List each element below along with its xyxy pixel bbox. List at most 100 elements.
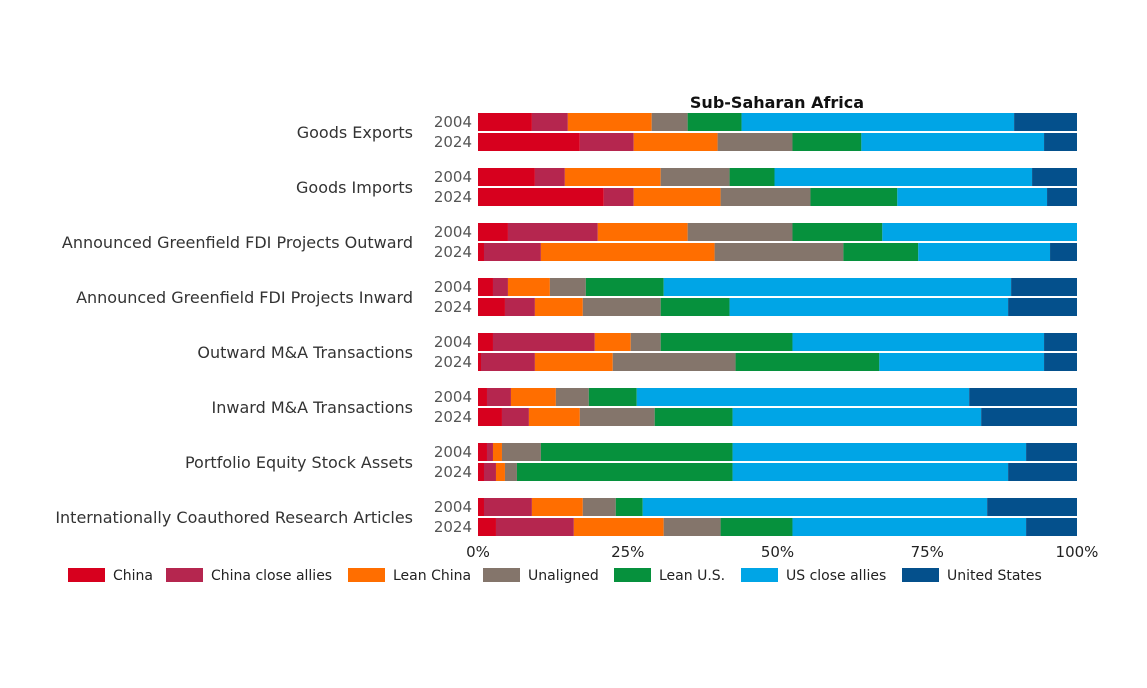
- bar-segment-goods-imports-2004-china-close-allies: [534, 168, 565, 186]
- bar-segment-portfolio-equity-stock-assets-2004-lean-u-s: [540, 443, 733, 461]
- category-label-announced-greenfield-fdi-projects-outward: Announced Greenfield FDI Projects Outwar…: [62, 233, 413, 252]
- bar-segment-announced-greenfield-fdi-projects-inward-2004-us-close-allies: [663, 278, 1012, 296]
- legend-swatch-lean-china: [348, 568, 385, 582]
- year-label-announced-greenfield-fdi-projects-outward-2024: 2024: [434, 243, 472, 261]
- bar-segment-announced-greenfield-fdi-projects-inward-2024-lean-u-s: [660, 298, 730, 316]
- bar-segment-outward-manda-transactions-2004-united-states: [1044, 333, 1077, 351]
- category-label-outward-manda-transactions: Outward M&A Transactions: [197, 343, 413, 362]
- bar-segment-inward-manda-transactions-2024-us-close-allies: [732, 408, 982, 426]
- x-tick-label: 25%: [611, 543, 644, 561]
- bar-segment-portfolio-equity-stock-assets-2004-us-close-allies: [732, 443, 1027, 461]
- year-label-internationally-coauthored-research-articles-2004: 2004: [434, 498, 472, 516]
- bar-segment-outward-manda-transactions-2004-unaligned: [630, 333, 661, 351]
- bar-segment-portfolio-equity-stock-assets-2024-china-close-allies: [483, 463, 496, 481]
- bar-segment-goods-imports-2004-lean-china: [564, 168, 661, 186]
- bar-segment-portfolio-equity-stock-assets-2004-china: [478, 443, 487, 461]
- bar-segment-outward-manda-transactions-2024-united-states: [1044, 353, 1077, 371]
- bar-segment-outward-manda-transactions-2004-lean-u-s: [660, 333, 793, 351]
- bar-segment-announced-greenfield-fdi-projects-inward-2004-china-close-allies: [492, 278, 508, 296]
- bar-segment-goods-exports-2024-china-close-allies: [579, 133, 634, 151]
- bar-segment-announced-greenfield-fdi-projects-outward-2004-unaligned: [687, 223, 793, 241]
- bar-segment-internationally-coauthored-research-articles-2004-us-close-allies: [642, 498, 988, 516]
- legend-swatch-unaligned: [483, 568, 520, 582]
- year-label-announced-greenfield-fdi-projects-outward-2004: 2004: [434, 223, 472, 241]
- legend-label-china: China: [113, 568, 153, 584]
- year-label-inward-manda-transactions-2004: 2004: [434, 388, 472, 406]
- bar-segment-goods-imports-2024-unaligned: [720, 188, 811, 206]
- bar-segment-goods-exports-2024-unaligned: [717, 133, 793, 151]
- bar-segment-inward-manda-transactions-2024-lean-china: [528, 408, 580, 426]
- bar-segment-portfolio-equity-stock-assets-2024-china: [478, 463, 484, 481]
- legend-swatch-china-close-allies: [166, 568, 203, 582]
- bar-segment-announced-greenfield-fdi-projects-inward-2004-united-states: [1011, 278, 1077, 296]
- category-label-inward-manda-transactions: Inward M&A Transactions: [212, 398, 413, 417]
- x-axis: 0% 25% 50% 75% 100%: [466, 543, 1098, 561]
- legend-swatch-united-states: [902, 568, 939, 582]
- year-label-internationally-coauthored-research-articles-2024: 2024: [434, 518, 472, 536]
- legend-swatch-lean-u-s: [614, 568, 651, 582]
- bar-segment-announced-greenfield-fdi-projects-outward-2004-us-close-allies: [882, 223, 1077, 241]
- bar-segment-announced-greenfield-fdi-projects-inward-2024-china-close-allies: [504, 298, 535, 316]
- bar-segment-inward-manda-transactions-2004-united-states: [969, 388, 1077, 406]
- bar-segment-inward-manda-transactions-2004-lean-china: [510, 388, 556, 406]
- bar-segment-outward-manda-transactions-2024-china-close-allies: [480, 353, 535, 371]
- bar-segment-goods-exports-2004-us-close-allies: [741, 113, 1015, 131]
- bar-segment-goods-exports-2004-unaligned: [651, 113, 688, 131]
- bar-segment-internationally-coauthored-research-articles-2024-unaligned: [663, 518, 721, 536]
- bar-segment-goods-exports-2024-lean-china: [633, 133, 718, 151]
- bar-segment-portfolio-equity-stock-assets-2024-us-close-allies: [732, 463, 1009, 481]
- bar-segment-outward-manda-transactions-2024-china: [478, 353, 481, 371]
- bar-segment-portfolio-equity-stock-assets-2004-china-close-allies: [486, 443, 493, 461]
- bar-segment-announced-greenfield-fdi-projects-outward-2024-unaligned: [714, 243, 844, 261]
- bar-segment-goods-imports-2024-united-states: [1047, 188, 1077, 206]
- bar-segment-announced-greenfield-fdi-projects-inward-2024-united-states: [1008, 298, 1077, 316]
- bar-segment-announced-greenfield-fdi-projects-outward-2024-lean-u-s: [843, 243, 919, 261]
- year-label-portfolio-equity-stock-assets-2004: 2004: [434, 443, 472, 461]
- bar-segment-internationally-coauthored-research-articles-2004-united-states: [987, 498, 1077, 516]
- bar-segment-announced-greenfield-fdi-projects-inward-2024-china: [478, 298, 505, 316]
- chart-title: Sub-Saharan Africa: [690, 93, 864, 112]
- bar-segment-goods-exports-2004-united-states: [1014, 113, 1077, 131]
- bar-segment-portfolio-equity-stock-assets-2004-united-states: [1026, 443, 1077, 461]
- year-label-goods-exports-2004: 2004: [434, 113, 472, 131]
- category-label-announced-greenfield-fdi-projects-inward: Announced Greenfield FDI Projects Inward: [76, 288, 413, 307]
- bar-segment-inward-manda-transactions-2004-unaligned: [555, 388, 589, 406]
- bar-segment-internationally-coauthored-research-articles-2024-lean-china: [573, 518, 664, 536]
- year-labels: 2004 2024 2004 2024 2004 2024 2004 2024 2004 2024…: [434, 113, 472, 536]
- bars-group: [478, 113, 1077, 536]
- legend-label-us-close-allies: US close allies: [786, 568, 886, 584]
- bar-segment-outward-manda-transactions-2004-china: [478, 333, 493, 351]
- bar-segment-goods-imports-2024-lean-u-s: [810, 188, 898, 206]
- bar-segment-outward-manda-transactions-2024-us-close-allies: [879, 353, 1045, 371]
- bar-segment-inward-manda-transactions-2024-china-close-allies: [501, 408, 529, 426]
- bar-segment-goods-imports-2024-china-close-allies: [603, 188, 634, 206]
- category-label-portfolio-equity-stock-assets: Portfolio Equity Stock Assets: [185, 453, 413, 472]
- bar-segment-outward-manda-transactions-2024-lean-china: [534, 353, 613, 371]
- bar-segment-outward-manda-transactions-2004-lean-china: [594, 333, 631, 351]
- bar-segment-announced-greenfield-fdi-projects-inward-2024-lean-china: [534, 298, 583, 316]
- year-label-portfolio-equity-stock-assets-2024: 2024: [434, 463, 472, 481]
- legend-label-united-states: United States: [947, 568, 1042, 584]
- bar-segment-announced-greenfield-fdi-projects-outward-2024-lean-china: [540, 243, 715, 261]
- bar-segment-internationally-coauthored-research-articles-2024-us-close-allies: [792, 518, 1027, 536]
- bar-segment-goods-imports-2024-lean-china: [633, 188, 721, 206]
- legend-swatch-us-close-allies: [741, 568, 778, 582]
- bar-segment-announced-greenfield-fdi-projects-inward-2004-lean-china: [507, 278, 550, 296]
- bar-segment-goods-exports-2024-united-states: [1044, 133, 1077, 151]
- bar-segment-portfolio-equity-stock-assets-2024-lean-china: [495, 463, 505, 481]
- bar-segment-internationally-coauthored-research-articles-2024-china: [478, 518, 496, 536]
- bar-segment-goods-exports-2004-china-close-allies: [531, 113, 568, 131]
- category-label-goods-exports: Goods Exports: [297, 123, 413, 142]
- bar-segment-announced-greenfield-fdi-projects-outward-2024-us-close-allies: [918, 243, 1051, 261]
- bar-segment-goods-imports-2004-us-close-allies: [774, 168, 1033, 186]
- bar-segment-inward-manda-transactions-2024-lean-u-s: [654, 408, 733, 426]
- legend: China China close allies Lean China Unalign…: [68, 568, 1042, 584]
- bar-segment-inward-manda-transactions-2004-lean-u-s: [588, 388, 637, 406]
- bar-segment-goods-imports-2024-us-close-allies: [897, 188, 1048, 206]
- bar-segment-portfolio-equity-stock-assets-2024-unaligned: [504, 463, 517, 481]
- bar-segment-outward-manda-transactions-2024-unaligned: [612, 353, 736, 371]
- bar-segment-goods-imports-2004-lean-u-s: [729, 168, 775, 186]
- legend-label-china-close-allies: China close allies: [211, 568, 332, 584]
- legend-label-lean-china: Lean China: [393, 568, 471, 584]
